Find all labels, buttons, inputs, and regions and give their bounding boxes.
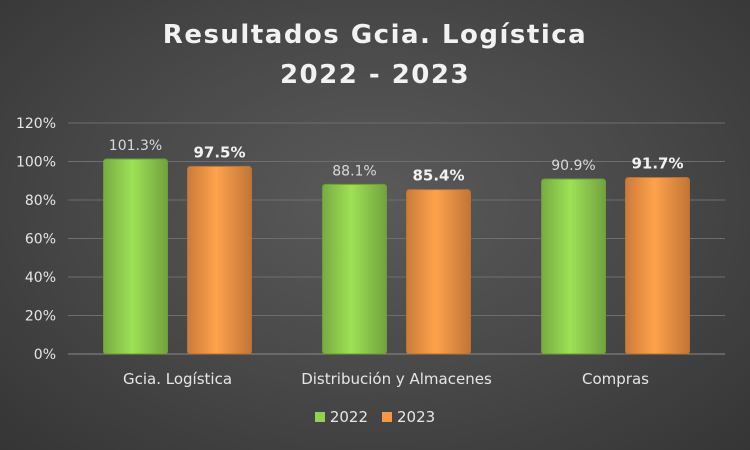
x-tick-label: Gcia. Logística <box>123 370 232 388</box>
bar-2022-2 <box>541 178 606 355</box>
y-tick-label: 100% <box>16 155 56 171</box>
bar-2022-0 <box>103 158 168 355</box>
data-label: 97.5% <box>193 143 245 161</box>
legend-item-2022: 2022 <box>314 408 368 426</box>
legend-swatch-2023 <box>382 412 392 422</box>
chart-subtitle: 2022 - 2023 <box>279 60 471 90</box>
legend-item-2023: 2023 <box>382 408 435 426</box>
y-tick-label: 0% <box>34 347 56 363</box>
y-tick-label: 40% <box>25 270 56 286</box>
data-label: 101.3% <box>109 138 162 154</box>
x-tick-label: Compras <box>582 370 649 388</box>
y-tick-label: 60% <box>25 232 56 248</box>
data-label: 88.1% <box>332 163 376 179</box>
bar-2023-2 <box>625 176 690 355</box>
data-label: 91.7% <box>631 154 683 172</box>
data-label: 90.9% <box>551 158 595 174</box>
y-tick-label: 120% <box>16 116 56 132</box>
data-label: 85.4% <box>412 167 464 185</box>
legend-label-2023: 2023 <box>397 408 436 426</box>
legend: 2022 2023 <box>0 408 750 426</box>
bar-2023-1 <box>406 189 471 355</box>
y-tick-label: 80% <box>25 193 56 209</box>
legend-label-2022: 2022 <box>329 408 368 426</box>
y-tick-label: 20% <box>25 309 56 325</box>
legend-swatch-2022 <box>314 412 325 422</box>
bar-2022-1 <box>322 183 387 355</box>
chart-title: Resultados Gcia. Logística <box>162 20 588 50</box>
x-tick-label: Distribución y Almacenes <box>301 370 492 388</box>
bar-2023-0 <box>187 165 252 355</box>
